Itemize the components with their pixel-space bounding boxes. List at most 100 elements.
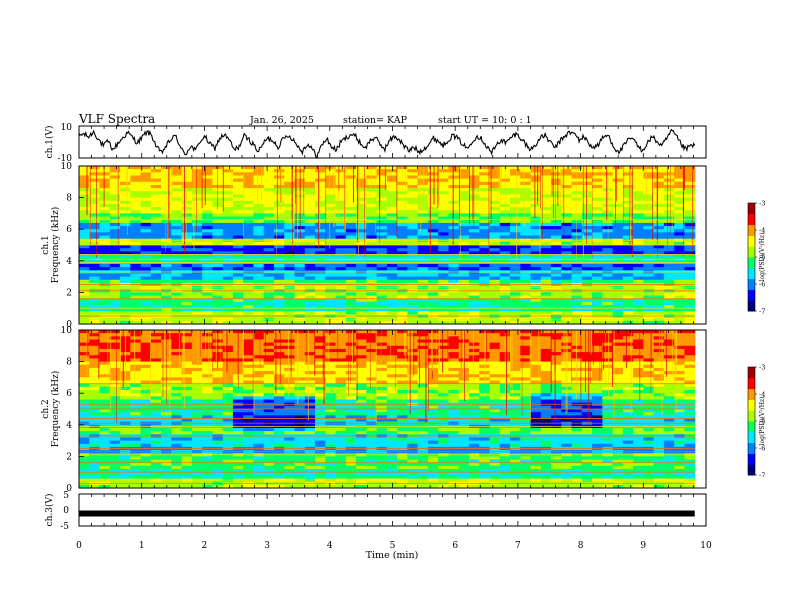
ch2-spectrogram-cell [366,386,378,391]
ch2-spectrogram-cell [643,367,655,372]
ch2-spectrogram-cell [263,374,275,378]
ch1-spectrogram-cell [181,245,193,249]
ch1-spectrogram-cell [510,175,521,180]
ch2-spectrogram-cell [315,371,326,375]
ch1-spectrogram-cell [643,172,655,177]
ch1-spectrogram-cell [263,305,275,309]
ch1-spectrogram-cell [386,203,398,208]
ch2-spectrogram-cell [345,339,357,344]
ch1-spectrogram-cell [622,279,634,284]
ch2-spectrogram-cell [674,333,686,337]
ch1-spectrogram-cell [489,175,501,180]
ch2-spectrogram-cell [140,364,152,369]
ch1-spectrogram-cell [468,295,480,300]
ch2-spectrogram-cell [79,348,90,353]
ch1-spectrogram-cell [253,166,265,170]
ch1-spectrogram-cell [376,178,388,183]
ch1-spectrogram-cell [202,273,213,278]
ch1-spectrogram-cell [284,188,296,192]
ch2-spectrogram-cell [140,399,152,404]
ch1-spectrogram-cell [386,298,398,303]
ch1-spectrogram-cell [315,320,326,325]
ch1-spectrogram-cell [315,229,326,233]
ch1-spectrogram-cell [386,191,398,196]
ch1-spectrogram-cell [335,295,347,300]
ch2-spectrogram-cell [489,383,501,388]
ch2-spectrogram-cell [571,399,583,404]
ch1-spectrogram-cell [130,301,142,306]
ch1-spectrogram-cell [622,254,634,259]
ch2-spectrogram-cell [325,342,337,347]
ch2-spectrogram-cell [130,412,142,416]
ch2-spectrogram-cell [253,390,265,394]
ch1-spectrogram-cell [386,235,398,240]
ch1-spectrogram-cell [684,191,696,196]
ch1-spectrogram-cell [253,197,265,202]
ch2-spectrogram-cell [79,336,90,341]
ch1-spectrogram-cell [263,251,275,256]
ch2-spectrogram-cell [602,355,614,360]
ch1-spectrogram-cell [263,245,275,249]
ch2-spectrogram-cell [438,386,450,391]
ch1-spectrogram-cell [109,232,121,237]
ch1-spectrogram-cell [345,311,357,316]
ch1-spectrogram-cell [304,197,316,202]
ch1-spectrogram-cell [253,181,265,186]
ch1-spectrogram-cell [397,292,408,297]
ch1-spectrogram-cell [99,197,111,202]
ch2-spectrogram-cell [109,380,121,385]
ch1-spectrogram-cell [612,248,624,252]
ch1-spectrogram-cell [581,320,593,325]
ch1-spectrogram-cell [643,178,655,183]
ch1-spectrogram-cell [520,194,532,199]
ch2-spectrogram-cell [489,380,501,385]
ch1-spectrogram-cell [397,197,408,202]
ch1-spectrogram-cell [612,308,624,312]
ch1-spectrogram-cell [243,203,255,208]
ch1-colorbar-swatch [748,224,755,236]
ch1-spectrogram-cell [120,203,131,208]
ch1-spectrogram-cell [253,216,265,221]
ch1-spectrogram-cell [674,267,686,271]
ch1-spectrogram-cell [99,245,111,249]
ch1-spectrogram-cell [120,320,131,325]
ch2-spectrogram-cell [202,371,213,375]
ch2-spectrogram-cell [448,390,460,394]
ch1-spectrogram-cell [510,251,521,256]
ch2-spectrogram-cell [335,396,347,401]
ch2-spectrogram-cell [109,342,121,347]
ch1-spectrogram-cell [530,311,542,316]
ch1-spectrogram-cell [438,232,450,237]
ch2-spectrogram-cell [79,333,90,337]
ch1-spectrogram-cell [622,169,634,173]
ch1-spectrogram-cell [407,241,419,246]
ch1-spectrogram-cell [202,178,213,183]
ch2-spectrogram-cell [540,367,552,372]
ch1-spectrogram-cell [510,178,521,183]
ch2-spectrogram-cell [540,355,552,360]
ch2-spectrogram-cell [325,390,337,394]
ch1-spectrogram-cell [376,267,388,271]
ch1-spectrogram-cell [253,184,265,189]
ch1-spectrogram-cell [397,263,408,268]
ch2-spectrogram-cell [663,358,675,363]
ch1-spectrogram-cell [376,292,388,297]
ch2-spectrogram-cell [140,405,152,410]
ch2-spectrogram-cell [622,405,634,410]
ch2-spectrogram-cell [304,390,316,394]
ch1-spectrogram-cell [89,301,101,306]
ch2-spectrogram-cell [366,342,378,347]
ch2-spectrogram-cell [622,390,634,394]
ch1-spectrogram-cell [530,184,542,189]
ch1-spectrogram-cell [417,308,429,312]
ch1-spectrogram-cell [120,169,131,173]
ch2-spectrogram-cell [79,399,90,404]
ch1-spectrogram-cell [284,216,296,221]
ch2-spectrogram-cell [417,342,429,347]
ch1-spectrogram-cell [345,235,357,240]
ch1-spectrogram-cell [386,279,398,284]
ch2-spectrogram-cell [171,386,183,391]
ch1-spectrogram-cell [520,169,532,173]
ch1-spectrogram-cell [99,178,111,183]
ch2-spectrogram-cell [345,348,357,353]
